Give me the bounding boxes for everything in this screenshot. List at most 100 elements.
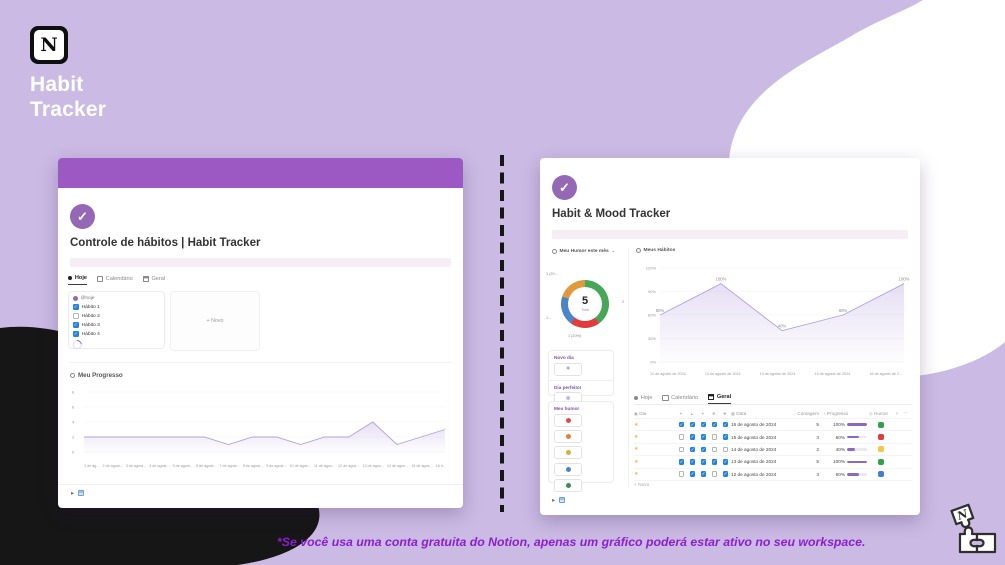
habit-checkbox[interactable]: ✓ xyxy=(678,459,685,465)
habit-check-cell: ✓ xyxy=(698,434,709,440)
dashed-divider xyxy=(500,155,504,512)
callout-bar xyxy=(70,258,451,267)
calendar-icon xyxy=(662,395,669,402)
habit-checkbox[interactable]: ✓ xyxy=(700,471,707,478)
humor-cell xyxy=(869,434,893,441)
x-tick-label: 2 de agost... xyxy=(102,464,123,468)
habit-checkbox[interactable] xyxy=(678,446,685,453)
habit-checkbox[interactable]: ✓ xyxy=(678,421,685,428)
mood-option-button[interactable] xyxy=(554,479,582,493)
habit-check-cell xyxy=(720,446,731,453)
table-row[interactable]: ★ ✓ ✓ 14 de agosto de 2024 2 40% xyxy=(634,444,912,457)
habit-checkbox[interactable]: ✓ xyxy=(700,421,707,428)
habit-checkbox[interactable] xyxy=(711,446,718,453)
svg-text:40%: 40% xyxy=(778,324,787,329)
mood-option-button[interactable] xyxy=(554,446,582,460)
expand-toggle-icon[interactable]: ▸ xyxy=(71,490,75,497)
habit-checklist: ✓ Hábito 1 Hábito 2 ✓ Hábito 3 ✓ Hábito 4 xyxy=(73,304,160,337)
donut-label-red: 1 (20%) xyxy=(568,334,582,338)
progress-section-header: Meu Progresso xyxy=(70,372,123,379)
habit-checkbox[interactable] xyxy=(73,313,79,319)
habit-checkbox[interactable] xyxy=(711,471,718,478)
habit-checkbox[interactable]: ✓ xyxy=(722,459,729,465)
star-icon: ★ xyxy=(634,434,639,441)
habit-check-cell xyxy=(709,434,720,440)
tab-label: Calendário xyxy=(105,275,133,282)
habit-check-cell: ✓ xyxy=(687,434,698,440)
notion-logo-icon: N xyxy=(30,26,68,64)
dia-cell: ★ xyxy=(634,446,676,452)
star-icon: ★ xyxy=(634,421,639,428)
novo-dia-button[interactable]: ✳ xyxy=(554,362,582,376)
divider xyxy=(549,379,613,381)
table-row[interactable]: ★ ✓ ✓ ✓ ✓ ✓ 16 de agosto de 2024 5 100% xyxy=(634,419,912,432)
habit-checkbox[interactable]: ✓ xyxy=(689,421,696,428)
star-icon: ★ xyxy=(634,458,639,465)
habit-check-cell xyxy=(676,434,687,440)
habit-checkbox[interactable]: ✓ xyxy=(689,446,696,453)
tab-geral[interactable]: Geral xyxy=(142,275,165,285)
database-icon[interactable] xyxy=(558,496,566,504)
new-entry-button[interactable]: + Novo xyxy=(170,291,260,351)
habit-checkbox[interactable]: ✓ xyxy=(73,322,79,328)
habit-checkbox[interactable]: ✓ xyxy=(700,434,707,440)
habit-check-cell: ✓ xyxy=(720,459,731,465)
habit-checkbox[interactable]: ✓ xyxy=(711,459,718,465)
habit-checkbox[interactable]: ✓ xyxy=(73,331,79,337)
habit-checkbox[interactable] xyxy=(678,434,685,440)
database-icon[interactable] xyxy=(77,489,85,497)
column-data: ▦ Data xyxy=(731,410,747,416)
habit-checkbox[interactable]: ✓ xyxy=(722,471,729,478)
habit-checkbox[interactable]: ✓ xyxy=(689,471,696,478)
today-checklist-card[interactable]: @hoje ✓ Hábito 1 Hábito 2 ✓ Hábito 3 ✓ Hábito … xyxy=(68,291,165,351)
tab-hoje[interactable]: Hoje xyxy=(68,275,88,285)
habit-checkbox[interactable] xyxy=(678,471,685,478)
dia-cell: ★ xyxy=(634,422,676,428)
tab-calendário[interactable]: Calendário xyxy=(662,395,698,404)
table-row[interactable]: ★ ✓ ✓ ✓ ✓ ✓ 13 de agosto de 2024 5 100% xyxy=(634,456,912,469)
tab-hoje[interactable]: Hoje xyxy=(634,395,652,404)
page-check-icon: ✓ xyxy=(70,204,95,229)
mood-option-button[interactable] xyxy=(554,429,582,443)
x-tick-label: 16 de agosto de 2... xyxy=(869,372,902,376)
habit-checkbox[interactable] xyxy=(722,446,729,453)
mood-dot-icon xyxy=(565,466,571,472)
add-column-button[interactable]: + xyxy=(895,410,899,416)
habit-checkbox[interactable]: ✓ xyxy=(689,434,696,440)
new-row-button[interactable]: + Novo xyxy=(634,483,650,489)
habit-checkbox[interactable]: ✓ xyxy=(689,459,696,465)
mood-option-button[interactable] xyxy=(554,462,582,476)
svg-text:60%: 60% xyxy=(656,308,665,313)
x-tick-label: 14 de agosto de 2024 xyxy=(759,372,796,376)
mood-dot-icon xyxy=(565,417,571,423)
habit-checkbox[interactable]: ✓ xyxy=(700,446,707,453)
mood-section-header[interactable]: Meu Humor este mês ⌄ xyxy=(552,248,615,254)
calendar-icon xyxy=(97,275,104,282)
notion-puzzle-icon: N xyxy=(950,503,997,554)
habit-check-cell xyxy=(709,446,720,453)
table-row[interactable]: ★ ✓ ✓ ✓ 12 de agosto de 2024 3 60% xyxy=(634,469,912,481)
habit-checkbox[interactable]: ✓ xyxy=(700,459,707,465)
habit-check-cell: ✓ xyxy=(698,421,709,428)
habit-checkbox[interactable]: ✓ xyxy=(711,421,718,428)
mood-buttons xyxy=(554,413,608,493)
column-divider xyxy=(628,248,629,488)
habit-checkbox[interactable]: ✓ xyxy=(722,434,729,440)
left-notion-page-card: ✓ Controle de hábitos | Habit Tracker Ho… xyxy=(58,158,463,508)
progress-ring-icon xyxy=(71,338,84,351)
habit-checkbox[interactable]: ✓ xyxy=(722,421,729,428)
contagem-cell: 3 xyxy=(816,471,819,477)
mood-option-button[interactable] xyxy=(554,413,582,427)
tab-geral[interactable]: Geral xyxy=(708,394,732,404)
x-tick-label: 15 de agos... xyxy=(411,464,433,468)
chart-icon xyxy=(70,373,75,378)
tab-calendário[interactable]: Calendário xyxy=(97,275,133,285)
expand-toggle-icon[interactable]: ▸ xyxy=(552,497,556,504)
more-columns-button[interactable]: ⋯ xyxy=(904,410,909,415)
column-habit-2: ▴ xyxy=(690,410,693,416)
habit-check-cell: ✓ xyxy=(687,471,698,478)
x-tick-label: 9 de agost... xyxy=(266,464,287,468)
habit-checkbox[interactable] xyxy=(711,434,718,440)
habit-checkbox[interactable]: ✓ xyxy=(73,304,79,310)
table-row[interactable]: ★ ✓ ✓ ✓ 15 de agosto de 2024 3 60% xyxy=(634,431,912,444)
